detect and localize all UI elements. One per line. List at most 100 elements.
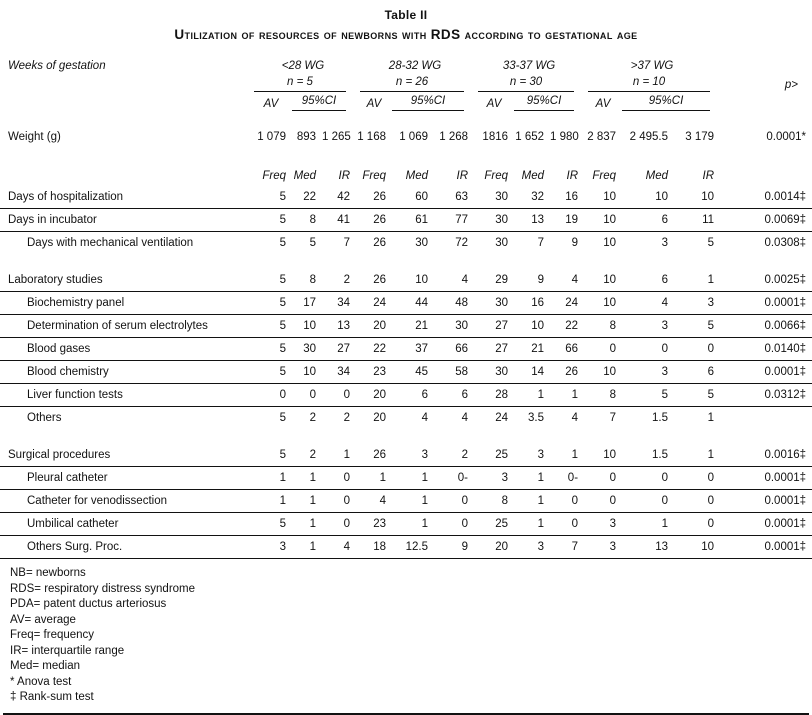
av-label: AV <box>366 98 382 110</box>
cell-value: 5 <box>250 513 292 536</box>
cell-value: 1 980 <box>550 131 579 143</box>
row-label: Biochemistry panel <box>0 292 250 315</box>
cell-value: 1816 <box>482 131 509 143</box>
cell-value: 0 <box>622 467 675 490</box>
footnote: NB= newborns <box>10 567 86 579</box>
cell-value: 10 <box>292 315 322 338</box>
row-label: Umbilical catheter <box>0 513 250 536</box>
p-value: 0.0066‡ <box>720 315 812 338</box>
cell-value: 0 <box>584 490 623 513</box>
row-label: Days with mechanical ventilation <box>27 237 194 249</box>
cell-value: 1 <box>707 412 715 424</box>
p-value: 0.0001‡ <box>720 467 812 490</box>
table-row: Surgical procedures 5 2 1 26 3 2 25 3 1 … <box>0 444 812 467</box>
cell-value: 8 <box>292 269 322 292</box>
cell-value: 12.5 <box>392 536 434 559</box>
footnote: PDA= patent ductus arteriosus <box>10 598 167 610</box>
cell-value: 1 <box>292 490 322 513</box>
cell-value: 0 <box>322 513 356 536</box>
cell-value: 30 <box>474 361 515 384</box>
cell-value: 4 <box>461 412 469 424</box>
cell-value: 3 179 <box>685 131 715 143</box>
cell-value: 7 <box>537 237 545 249</box>
cell-value: 1 <box>674 444 721 467</box>
cell-value: 3 <box>622 361 675 384</box>
cell-value: 10 <box>584 361 623 384</box>
p-value: 0.0014‡ <box>720 186 812 209</box>
cell-value: 4 <box>434 269 475 292</box>
row-label: Blood gases <box>0 338 250 361</box>
table-row: Liver function tests 0 0 0 20 6 6 28 1 1… <box>0 384 812 407</box>
cell-value: 22 <box>550 315 585 338</box>
table-row: Days of hospitalization 5 22 42 26 60 63… <box>0 186 812 209</box>
cell-value: 3 <box>584 513 623 536</box>
cell-value: 5 <box>674 384 721 407</box>
cell-value: 1 079 <box>257 131 286 143</box>
cell-value: 1 <box>250 490 292 513</box>
p-value: 0.0001‡ <box>720 490 812 513</box>
cell-value: 66 <box>434 338 475 361</box>
cell-value: 0 <box>292 384 322 407</box>
bottom-rule <box>3 712 809 715</box>
p-value: 0.0001‡ <box>720 536 812 559</box>
cell-value: 28 <box>474 384 515 407</box>
cell-value: 1 652 <box>515 131 545 143</box>
cell-value: 30 <box>292 338 322 361</box>
spacer-row <box>0 429 812 444</box>
cell-value: 0 <box>584 467 623 490</box>
spacer-row <box>0 254 812 269</box>
n-row: n = 5 n = 26 n = 30 n = 10 p> <box>0 75 812 94</box>
p-value: 0.0025‡ <box>720 269 812 292</box>
footnote: * Anova test <box>10 675 72 688</box>
cell-value: 1 268 <box>439 131 469 143</box>
stat-label: Med <box>293 170 316 182</box>
cell-value: 2 <box>322 269 356 292</box>
cell-value: 5 <box>309 237 316 249</box>
cell-value: 5 <box>674 315 721 338</box>
row-label: Catheter for venodissection <box>0 490 250 513</box>
cell-value: 1.5 <box>652 412 669 424</box>
row-label: Liver function tests <box>0 384 250 407</box>
cell-value: 4 <box>322 536 356 559</box>
cell-value: 14 <box>514 361 551 384</box>
p-value: 0.0308‡ <box>764 237 807 249</box>
cell-value: 2 <box>292 444 322 467</box>
cell-value: 3 <box>514 536 551 559</box>
stat-label: IR <box>702 170 715 182</box>
group-header: 28-32 WG <box>388 60 442 72</box>
table-row: Others 5 2 2 20 4 4 24 3.5 4 7 1.5 1 <box>0 407 812 429</box>
cell-value: 4 <box>421 412 428 424</box>
cell-value: 0 <box>322 384 356 407</box>
cell-value: 10 <box>584 269 623 292</box>
cell-value: 5 <box>250 361 292 384</box>
p-value: 0.0001* <box>766 131 807 143</box>
footnote: AV= average <box>10 613 76 626</box>
cell-value: 18 <box>356 536 392 559</box>
cell-value: 6 <box>392 384 434 407</box>
cell-value: 0 <box>434 490 475 513</box>
p-value: 0.0001‡ <box>720 513 812 536</box>
row-label: Blood chemistry <box>0 361 250 384</box>
resource-table: Weeks of gestation <28 WG 28-32 WG 33-37… <box>0 59 812 559</box>
cell-value: 0- <box>434 467 475 490</box>
stat-label: Med <box>405 170 428 182</box>
stat-label: IR <box>456 170 469 182</box>
cell-value: 25 <box>474 513 515 536</box>
cell-value: 20 <box>356 384 392 407</box>
cell-value: 1 <box>392 467 434 490</box>
table-number: Table II <box>384 8 428 22</box>
cell-value: 61 <box>392 209 434 232</box>
cell-value: 6 <box>674 361 721 384</box>
table-row: Days with mechanical ventilation 5 5 7 2… <box>0 232 812 254</box>
ci-label: 95%CI <box>292 94 346 111</box>
cell-value: 2 837 <box>587 131 617 143</box>
cell-value: 23 <box>356 513 392 536</box>
cell-value: 20 <box>373 412 386 424</box>
cell-value: 3 <box>250 536 292 559</box>
cell-value: 10 <box>674 186 721 209</box>
cell-value: 1 <box>322 444 356 467</box>
cell-value: 1 <box>550 384 585 407</box>
cell-value: 1 <box>514 384 551 407</box>
cell-value: 30 <box>434 315 475 338</box>
cell-value: 10 <box>584 186 623 209</box>
